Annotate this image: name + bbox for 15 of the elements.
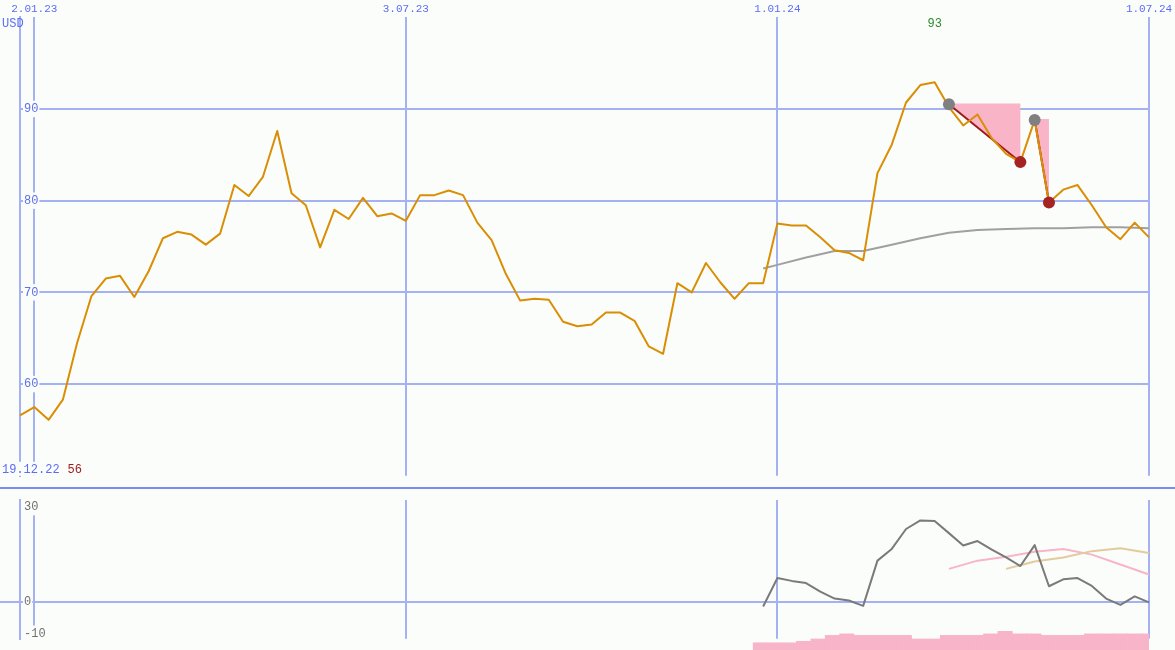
x-tick-label: 1.01.24 bbox=[754, 2, 801, 15]
y-tick-label: 0 bbox=[24, 595, 32, 610]
y-tick-label: 90 bbox=[24, 102, 39, 117]
annotation: 93 bbox=[927, 17, 942, 32]
y-tick-label: 80 bbox=[24, 193, 39, 208]
x-tick-label: 2.01.23 bbox=[11, 2, 58, 15]
y-tick-label: 30 bbox=[24, 500, 39, 515]
y-axis-title: USD bbox=[2, 17, 24, 32]
x-tick-label: 1.07.24 bbox=[1125, 2, 1173, 15]
y-tick-label: 60 bbox=[24, 377, 39, 392]
annotation: 56 bbox=[67, 462, 83, 477]
y-tick-label: -10 bbox=[24, 626, 46, 641]
annotation: 19.12.22 bbox=[2, 462, 60, 477]
y-tick-label: 70 bbox=[24, 285, 39, 300]
x-tick-label: 3.07.23 bbox=[382, 2, 429, 15]
